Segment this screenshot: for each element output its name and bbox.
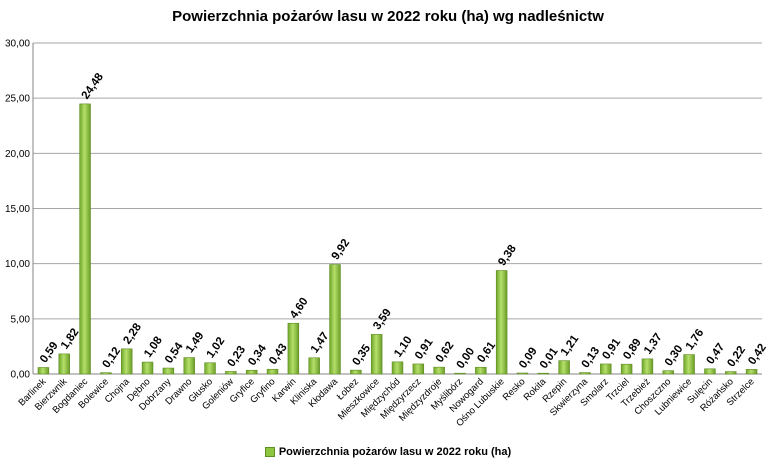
x-tick-label: Resko [501, 376, 528, 403]
bar [245, 369, 258, 375]
data-label: 0,42 [746, 342, 769, 367]
bar [79, 103, 91, 375]
bar [558, 360, 570, 375]
y-tick-label: 25,00 [5, 94, 30, 105]
data-label: 0,89 [621, 337, 644, 362]
legend: Powierzchnia pożarów lasu w 2022 roku (h… [0, 446, 776, 458]
bar [141, 361, 154, 375]
data-label: 0,54 [163, 340, 186, 366]
data-label: 1,02 [205, 335, 228, 360]
data-label: 0,91 [600, 336, 623, 362]
legend-label: Powierzchnia pożarów lasu w 2022 roku (h… [278, 446, 512, 458]
bar [350, 369, 362, 375]
bar [579, 372, 591, 375]
data-label: 0,43 [267, 342, 290, 367]
data-label: 1,08 [142, 334, 165, 360]
bar [58, 353, 70, 375]
data-label: 0,59 [38, 340, 61, 365]
bar [495, 270, 508, 375]
bar [370, 334, 383, 375]
data-label: 0,34 [246, 342, 269, 368]
data-label: 3,59 [371, 307, 394, 332]
data-label: 1,47 [309, 330, 332, 355]
data-label: 0,47 [705, 341, 728, 366]
bar [620, 363, 633, 375]
bar [704, 368, 716, 375]
bar [225, 371, 237, 375]
bar [329, 264, 341, 375]
bar [454, 372, 466, 375]
y-tick-label: 0,00 [11, 370, 31, 381]
data-label: 0,91 [413, 336, 436, 362]
data-label: 1,10 [392, 334, 415, 359]
y-tick-label: 15,00 [5, 204, 30, 215]
bar [121, 348, 133, 375]
data-label: 0,00 [455, 346, 478, 371]
x-tick-label: Chojna [103, 376, 133, 406]
y-tick-label: 10,00 [5, 259, 30, 270]
data-label: 1,37 [642, 331, 665, 356]
data-label: 1,21 [559, 333, 582, 359]
data-label: 0,01 [538, 345, 561, 371]
y-tick-label: 30,00 [5, 39, 30, 50]
bar [308, 357, 320, 375]
bar [641, 358, 654, 375]
data-label: 9,92 [330, 237, 353, 262]
data-label: 0,22 [725, 344, 748, 369]
legend-swatch [264, 447, 275, 458]
bar [725, 371, 737, 375]
bar [683, 354, 695, 375]
data-label: 1,76 [684, 327, 707, 352]
data-label: 1,49 [184, 330, 207, 355]
bar [537, 372, 550, 375]
data-label: 4,60 [288, 296, 311, 321]
bar [600, 363, 612, 375]
data-label: 0,35 [350, 342, 373, 368]
data-label: 0,62 [434, 340, 457, 365]
bar [37, 367, 50, 375]
data-label: 0,12 [101, 345, 124, 370]
data-label: 0,13 [580, 345, 603, 370]
data-label: 24,48 [80, 71, 107, 102]
data-label: 2,28 [121, 321, 144, 347]
data-label: 0,30 [663, 343, 686, 368]
bar [745, 369, 758, 375]
bar [100, 372, 112, 375]
chart-title: Powierzchnia pożarów lasu w 2022 roku (h… [172, 8, 604, 25]
data-label: 1,82 [59, 326, 82, 351]
data-label: 9,38 [496, 243, 519, 269]
bar [162, 367, 175, 375]
bar [516, 372, 529, 375]
data-label: 0,61 [475, 339, 498, 365]
bar [287, 322, 300, 375]
bar [391, 361, 404, 375]
bar [266, 368, 279, 375]
bar [475, 366, 487, 375]
bar [412, 363, 425, 375]
bar [662, 370, 674, 375]
bar [204, 362, 216, 375]
data-label: 0,09 [517, 346, 540, 371]
y-tick-label: 5,00 [11, 314, 31, 325]
bar [183, 357, 195, 375]
bar [433, 366, 445, 375]
data-label: 0,23 [225, 344, 248, 369]
y-tick-label: 20,00 [5, 149, 30, 160]
